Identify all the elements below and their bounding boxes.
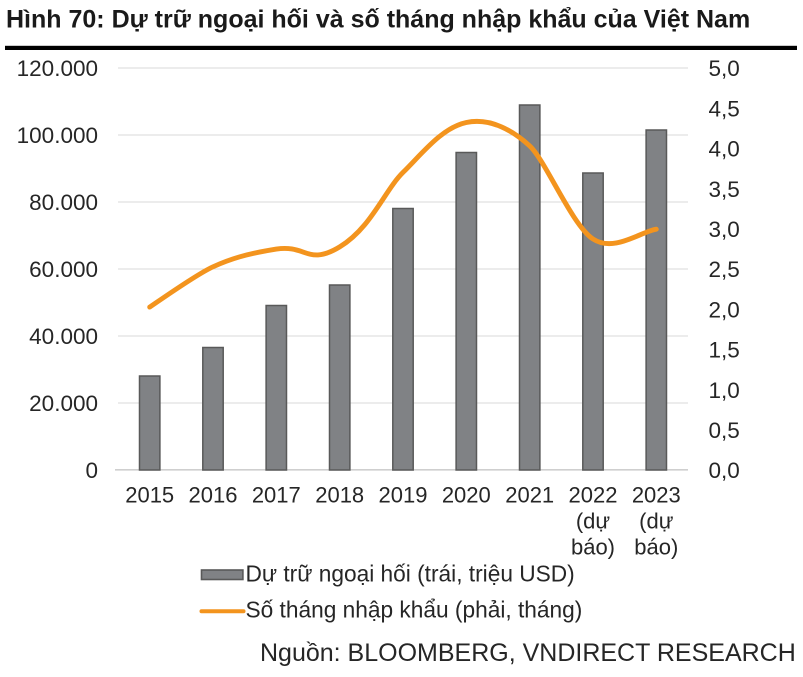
svg-text:4,0: 4,0 bbox=[709, 137, 740, 162]
svg-text:2,5: 2,5 bbox=[709, 257, 740, 282]
svg-text:2018: 2018 bbox=[315, 483, 364, 508]
svg-text:3,0: 3,0 bbox=[709, 217, 740, 242]
svg-text:(dự: (dự bbox=[576, 509, 611, 534]
svg-text:80.000: 80.000 bbox=[29, 190, 98, 215]
svg-text:2017: 2017 bbox=[252, 483, 301, 508]
svg-text:20.000: 20.000 bbox=[29, 391, 98, 416]
svg-text:2016: 2016 bbox=[189, 483, 238, 508]
svg-text:60.000: 60.000 bbox=[29, 257, 98, 282]
svg-text:Số tháng nhập khẩu (phải, thán: Số tháng nhập khẩu (phải, tháng) bbox=[246, 597, 583, 623]
svg-text:báo): báo) bbox=[634, 535, 678, 560]
svg-text:40.000: 40.000 bbox=[29, 324, 98, 349]
svg-text:120.000: 120.000 bbox=[17, 56, 98, 81]
svg-text:2020: 2020 bbox=[442, 483, 491, 508]
svg-text:0: 0 bbox=[85, 458, 98, 483]
svg-text:Hình 70: Dự trữ ngoại hối và s: Hình 70: Dự trữ ngoại hối và số tháng nh… bbox=[6, 6, 750, 34]
svg-text:2019: 2019 bbox=[379, 483, 428, 508]
svg-text:5,0: 5,0 bbox=[709, 56, 740, 81]
svg-text:0,0: 0,0 bbox=[709, 458, 740, 483]
svg-text:(dự: (dự bbox=[639, 509, 674, 534]
svg-text:2,0: 2,0 bbox=[709, 297, 740, 322]
svg-text:2023: 2023 bbox=[632, 483, 681, 508]
svg-text:1,5: 1,5 bbox=[709, 338, 740, 363]
svg-text:3,5: 3,5 bbox=[709, 177, 740, 202]
svg-text:2015: 2015 bbox=[125, 483, 174, 508]
svg-text:1,0: 1,0 bbox=[709, 378, 740, 403]
svg-text:báo): báo) bbox=[571, 535, 615, 560]
svg-text:100.000: 100.000 bbox=[17, 123, 98, 148]
svg-text:2022: 2022 bbox=[569, 483, 618, 508]
svg-text:Nguồn: BLOOMBERG, VNDIRECT RES: Nguồn: BLOOMBERG, VNDIRECT RESEARCH bbox=[260, 639, 796, 667]
svg-text:4,5: 4,5 bbox=[709, 96, 740, 121]
svg-text:Dự trữ ngoại hối (trái, triệu: Dự trữ ngoại hối (trái, triệu USD) bbox=[246, 561, 575, 587]
svg-text:2021: 2021 bbox=[505, 483, 554, 508]
svg-text:0,5: 0,5 bbox=[709, 418, 740, 443]
